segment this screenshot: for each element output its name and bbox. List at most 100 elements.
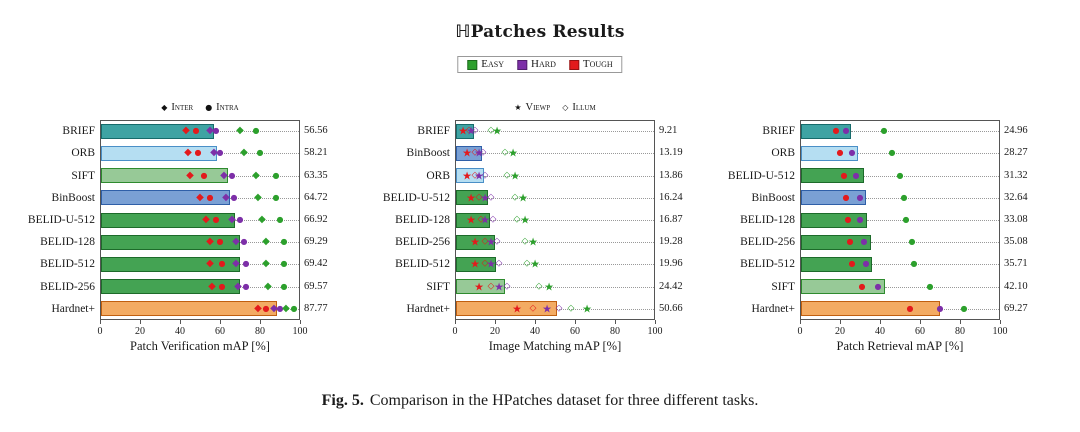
diamond-marker: ◆ (228, 214, 236, 225)
dot-marker: ● (848, 148, 856, 158)
category-label: Hardnet+ (751, 302, 795, 315)
dot-marker: ● (936, 303, 944, 313)
diamond-marker: ◆ (186, 169, 194, 181)
dot-marker: ● (856, 215, 864, 224)
bar (801, 123, 851, 139)
marker-legend-item: ◇ Illum (562, 102, 595, 113)
star-icon: ★ (514, 102, 522, 112)
star-marker: ★ (486, 257, 496, 271)
bar (101, 190, 231, 206)
plot-frame (455, 120, 655, 320)
star-marker: ★ (544, 280, 554, 294)
diamond-marker: ◆ (202, 214, 210, 225)
star-marker: ★ (486, 235, 496, 249)
star-marker: ★ (462, 169, 472, 183)
leader-line (867, 220, 999, 221)
dot-marker: ● (280, 281, 288, 291)
value-label: 32.64 (1004, 191, 1028, 203)
dot-marker: ● (206, 192, 214, 202)
diamond-marker: ◆ (220, 169, 228, 181)
value-label: 69.27 (1004, 302, 1028, 314)
value-label: 69.29 (304, 236, 328, 248)
bar (456, 256, 496, 272)
diamond-marker: ◆ (184, 147, 192, 159)
dot-marker: ● (242, 259, 250, 269)
bar (101, 301, 277, 317)
tick-mark (655, 320, 656, 324)
tick-label: 60 (215, 326, 225, 337)
leader-line (239, 264, 299, 266)
marker-legend-item: ★ Viewp (514, 102, 550, 113)
category-label: BELID-U-512 (727, 169, 795, 182)
dot-marker: ● (276, 215, 284, 224)
diamond-marker: ◆ (258, 214, 266, 225)
dot-marker: ● (842, 192, 850, 202)
star-marker: ★ (462, 146, 472, 160)
leader-line (489, 220, 654, 221)
value-label: 35.71 (1004, 258, 1028, 270)
caption-label: Fig. 5. (321, 392, 364, 409)
star-marker: ★ (508, 146, 518, 160)
dot-marker: ● (902, 215, 910, 224)
value-label: 31.32 (1004, 169, 1028, 181)
marker-legend-item: ● Intra (205, 102, 239, 113)
dot-marker: ● (848, 259, 856, 269)
category-label: BELID-U-512 (382, 191, 450, 204)
bar (101, 168, 228, 184)
open-diamond-marker: ◇ (523, 258, 531, 269)
star-marker: ★ (518, 191, 528, 205)
open-diamond-marker: ◇ (501, 147, 509, 158)
bar (801, 279, 886, 295)
star-marker: ★ (530, 257, 540, 271)
value-label: 24.96 (1004, 125, 1028, 137)
value-label: 56.56 (304, 125, 328, 137)
star-marker: ★ (510, 169, 520, 183)
diamond-marker: ◆ (252, 169, 260, 181)
dot-marker: ● (192, 126, 200, 136)
tick-mark (140, 320, 141, 324)
difficulty-legend: Easy Hard Tough (457, 56, 623, 73)
leader-line (230, 197, 299, 199)
dot-marker: ● (262, 303, 270, 313)
axis-title: Patch Retrieval mAP [%] (836, 339, 964, 353)
tick-mark (100, 320, 101, 324)
dot-marker: ● (280, 259, 288, 269)
open-diamond-marker: ◇ (529, 303, 537, 314)
category-label: BRIEF (62, 125, 95, 138)
category-label: Hardnet+ (406, 302, 450, 315)
diamond-marker: ◆ (234, 280, 242, 292)
marker-legend: ◆ Inter ● Intra (100, 102, 300, 113)
dot-marker: ● (906, 303, 914, 313)
leader-line (504, 286, 654, 288)
value-label: 28.27 (1004, 147, 1028, 159)
bar (101, 145, 218, 161)
leader-line (276, 308, 299, 310)
star-marker: ★ (466, 213, 476, 227)
diamond-marker: ◆ (262, 258, 270, 270)
dot-marker: ● (896, 170, 904, 180)
dot-marker: ● (910, 259, 918, 269)
open-diamond-marker: ◇ (475, 192, 483, 203)
value-label: 13.86 (659, 169, 683, 181)
bar (801, 256, 873, 272)
dot-marker: ● (194, 148, 202, 158)
dot-marker: ● (862, 259, 870, 269)
leader-line (483, 175, 654, 177)
value-label: 50.66 (659, 302, 683, 314)
tick-label: 0 (97, 326, 103, 337)
diamond-marker: ◆ (282, 302, 290, 314)
category-label: BinBoost (51, 191, 95, 204)
leader-line (871, 242, 999, 244)
tick-label: 20 (135, 326, 145, 337)
dot-marker: ● (218, 281, 226, 291)
value-label: 69.57 (304, 280, 328, 292)
diamond-marker: ◆ (208, 280, 216, 292)
dot-marker: ● (216, 237, 224, 247)
category-label: BELID-256 (395, 236, 450, 249)
tick-mark (615, 320, 616, 324)
open-diamond-marker: ◇ (487, 192, 495, 203)
leader-line (239, 242, 299, 244)
category-label: BELID-512 (40, 258, 95, 271)
tick-label: 100 (992, 326, 1008, 337)
dot-marker: ● (874, 281, 882, 291)
